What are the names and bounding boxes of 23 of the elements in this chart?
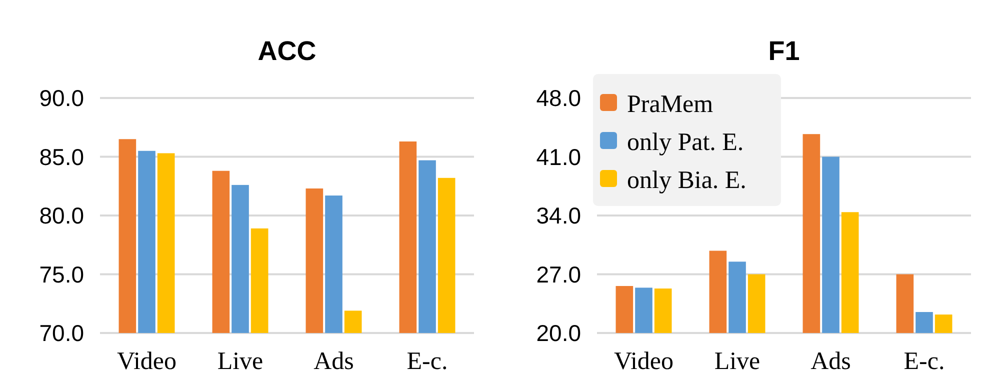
x-tick-label: Video — [614, 348, 674, 375]
x-tick-label: E-c. — [406, 348, 448, 375]
y-tick-label: 27.0 — [536, 261, 581, 288]
y-tick-label: 75.0 — [39, 261, 84, 288]
y-tick-label: 34.0 — [536, 202, 581, 229]
legend-label: PraMem — [627, 90, 714, 118]
chart-title: ACC — [258, 36, 316, 66]
x-tick-label: Video — [116, 348, 177, 375]
legend-label: only Pat. E. — [627, 128, 744, 156]
y-tick-label: 85.0 — [39, 144, 84, 170]
chart-title: F1 — [768, 36, 800, 66]
y-tick-label: 90.0 — [39, 85, 84, 112]
y-tick-label: 20.0 — [536, 320, 581, 346]
y-tick-label: 70.0 — [39, 320, 84, 346]
x-tick-label: Live — [714, 348, 760, 375]
x-tick-label: Live — [217, 348, 264, 375]
x-tick-label: E-c. — [904, 348, 945, 375]
y-tick-label: 41.0 — [536, 144, 581, 170]
x-tick-label: Ads — [314, 348, 354, 375]
x-tick-label: Ads — [810, 348, 851, 375]
legend-label: only Bia. E. — [627, 166, 746, 194]
y-tick-label: 48.0 — [536, 85, 581, 112]
y-tick-label: 80.0 — [39, 202, 84, 229]
